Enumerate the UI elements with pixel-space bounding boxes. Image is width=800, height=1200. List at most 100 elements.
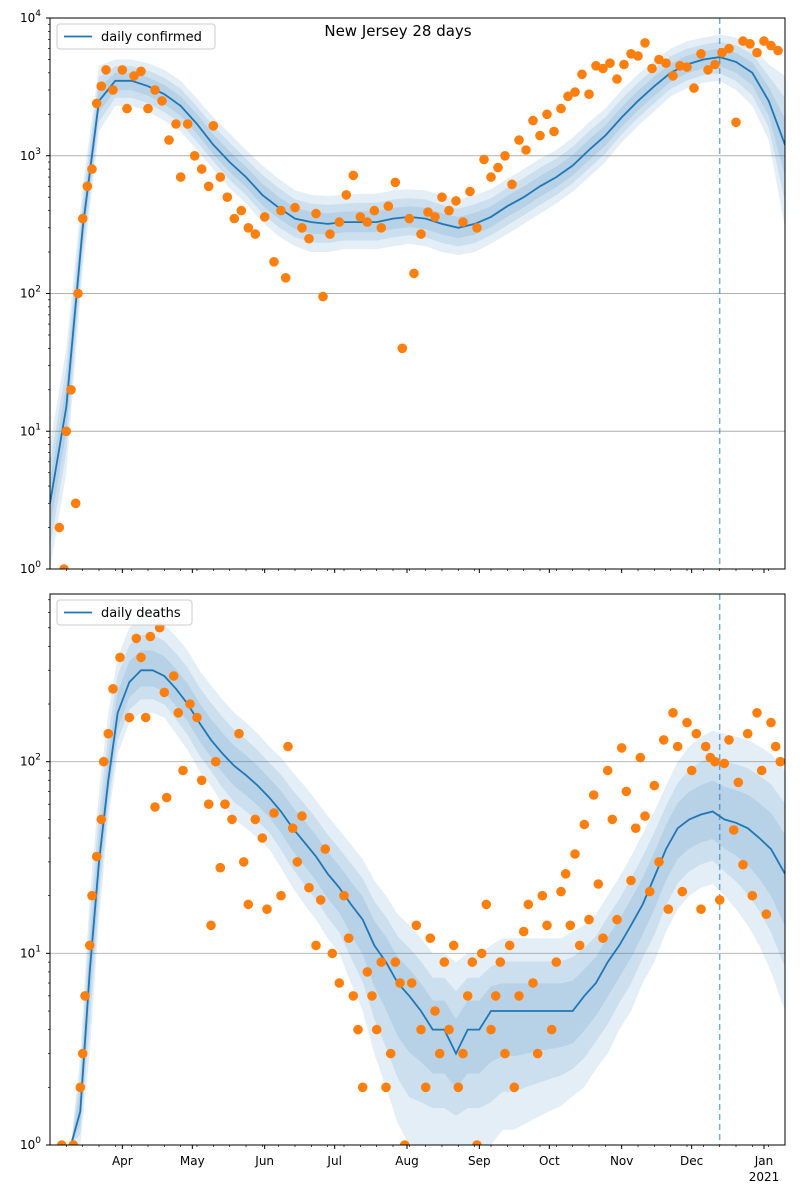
data-point: [500, 151, 510, 161]
data-point: [612, 74, 622, 84]
data-point: [458, 1048, 468, 1059]
data-point: [560, 869, 571, 879]
x-tick-label: Sep: [468, 1154, 491, 1168]
data-point: [518, 926, 529, 937]
data-point: [630, 823, 641, 833]
data-point: [140, 712, 151, 723]
data-point: [507, 179, 517, 190]
data-point: [341, 190, 352, 200]
data-point: [633, 51, 643, 61]
data-point: [546, 1024, 557, 1035]
data-point: [621, 786, 632, 797]
data-point: [145, 631, 156, 642]
x-tick-label: Dec: [680, 1154, 703, 1168]
data-point: [196, 164, 207, 174]
data-point: [243, 223, 254, 233]
data-point: [423, 207, 433, 217]
data-point: [304, 882, 314, 893]
data-point: [465, 186, 475, 197]
data-point: [178, 765, 188, 776]
data-point: [458, 217, 468, 227]
data-point: [616, 743, 627, 753]
data-point: [182, 119, 193, 129]
data-point: [535, 130, 545, 141]
data-point: [500, 1048, 510, 1059]
data-point: [395, 978, 405, 988]
data-point: [719, 758, 730, 769]
data-point: [215, 172, 226, 182]
data-point: [287, 823, 298, 833]
data-point: [297, 223, 307, 233]
deaths-legend: daily deaths: [56, 599, 193, 626]
confirmed-model-line: [50, 56, 785, 504]
data-point: [416, 229, 426, 239]
data-point: [157, 96, 167, 106]
x-tick-label: Oct: [539, 1154, 560, 1168]
data-point: [537, 890, 548, 901]
data-point: [334, 217, 345, 227]
x-year-label: 2021: [749, 1170, 780, 1184]
data-point: [425, 933, 436, 943]
data-point: [439, 957, 450, 967]
data-point: [598, 933, 608, 943]
data-point: [490, 991, 501, 1001]
data-point: [103, 728, 114, 739]
data-point: [376, 957, 387, 967]
data-point: [320, 844, 331, 854]
data-point: [315, 895, 326, 905]
data-point: [523, 899, 534, 910]
data-point: [528, 115, 538, 126]
legend-box: [56, 599, 193, 626]
data-point: [472, 223, 482, 233]
data-point: [196, 775, 207, 786]
data-point: [593, 879, 604, 889]
data-point: [574, 940, 585, 951]
data-point: [227, 814, 237, 825]
data-point: [770, 741, 781, 752]
data-point: [399, 1140, 410, 1145]
data-point: [728, 825, 739, 835]
data-point: [416, 1024, 426, 1035]
data-point: [661, 58, 671, 68]
uncertainty-band-3: [71, 650, 785, 1145]
data-point: [430, 1006, 440, 1016]
data-point: [96, 814, 107, 825]
uncertainty-band-2: [71, 634, 785, 1145]
data-point: [206, 920, 216, 931]
data-point: [101, 65, 111, 75]
data-point: [98, 756, 109, 767]
data-point: [404, 213, 415, 224]
data-point: [390, 957, 401, 967]
data-point: [175, 172, 186, 182]
data-point: [129, 71, 139, 81]
data-point: [714, 895, 725, 905]
data-point: [521, 145, 531, 155]
data-point: [411, 920, 422, 931]
data-point: [775, 756, 785, 767]
data-point: [66, 385, 76, 395]
data-point: [481, 899, 492, 910]
data-point: [486, 172, 496, 182]
data-point: [549, 126, 559, 137]
uncertainty-band-1: [50, 34, 785, 569]
data-point: [91, 98, 102, 109]
data-point: [710, 756, 720, 767]
data-point: [677, 886, 688, 897]
data-point: [161, 792, 172, 803]
data-point: [724, 43, 734, 54]
data-point: [304, 233, 314, 244]
data-point: [532, 1048, 543, 1059]
data-point: [742, 728, 753, 739]
data-point: [663, 904, 674, 914]
data-point: [257, 833, 268, 843]
data-point: [234, 728, 244, 739]
data-point: [259, 212, 270, 222]
data-point: [514, 135, 524, 145]
data-point: [348, 170, 359, 181]
data-point: [556, 886, 566, 897]
data-point: [644, 886, 655, 897]
data-point: [215, 862, 226, 873]
data-point: [297, 811, 307, 821]
data-point: [238, 857, 249, 867]
data-point: [649, 780, 660, 791]
